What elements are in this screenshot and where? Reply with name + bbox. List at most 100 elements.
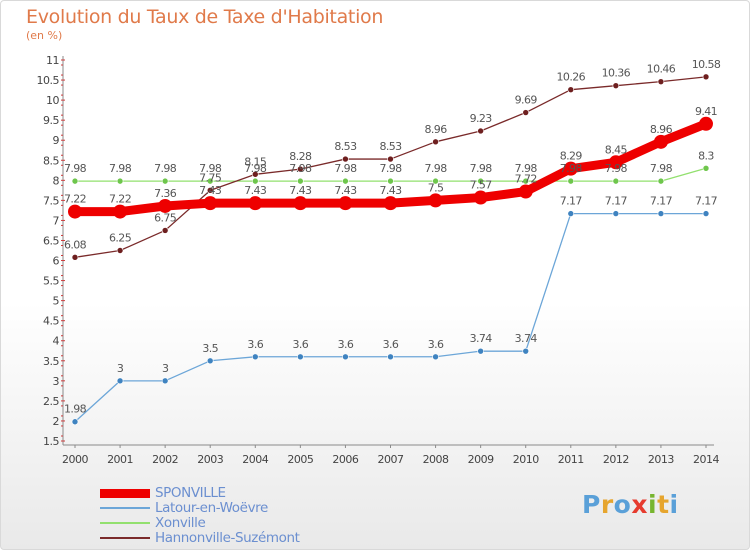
data-label-hannonville-suz-mont: 6.75 <box>154 211 177 224</box>
data-point-hannonville-suz-mont <box>657 78 665 85</box>
data-label-xonville: 7.98 <box>199 162 222 175</box>
data-point-xonville <box>612 177 620 185</box>
data-label-sponville: 7.43 <box>199 184 222 197</box>
data-label-sponville: 7.72 <box>515 173 537 186</box>
data-label-hannonville-suz-mont: 9.23 <box>470 112 493 125</box>
y-tick-label: 1.5 <box>43 435 59 448</box>
data-label-hannonville-suz-mont: 8.28 <box>289 150 312 163</box>
data-point-sponville <box>203 196 218 211</box>
data-point-latour-en-wo-vre <box>206 357 214 365</box>
data-point-hannonville-suz-mont <box>251 171 259 178</box>
data-label-latour-en-wo-vre: 3.6 <box>247 338 263 351</box>
data-label-xonville: 7.98 <box>560 162 583 175</box>
series-line-latour-en-wo-vre <box>74 212 707 423</box>
data-label-latour-en-wo-vre: 3 <box>117 362 124 375</box>
data-label-latour-en-wo-vre: 3.74 <box>470 332 493 345</box>
data-point-hannonville-suz-mont <box>71 254 79 261</box>
y-tick-label: 9.5 <box>43 114 59 127</box>
data-label-latour-en-wo-vre: 3.6 <box>428 338 444 351</box>
data-point-xonville <box>432 177 439 185</box>
data-label-hannonville-suz-mont: 10.26 <box>557 71 586 84</box>
data-point-hannonville-suz-mont <box>567 86 575 93</box>
data-point-hannonville-suz-mont <box>477 127 484 135</box>
chart-title: Evolution du Taux de Taxe d'Habitation <box>26 6 384 28</box>
data-point-sponville <box>68 204 82 219</box>
data-label-hannonville-suz-mont: 8.96 <box>425 123 448 136</box>
data-label-sponville: 7.36 <box>154 187 177 200</box>
data-point-xonville <box>657 177 665 185</box>
y-tick-label: 5 <box>53 295 60 308</box>
data-point-hannonville-suz-mont <box>206 187 214 194</box>
data-point-latour-en-wo-vre <box>297 353 304 361</box>
data-label-sponville: 7.43 <box>334 184 357 197</box>
data-point-hannonville-suz-mont <box>387 155 394 163</box>
data-label-xonville: 7.98 <box>425 162 448 175</box>
data-point-sponville <box>113 204 128 219</box>
data-point-latour-en-wo-vre <box>251 353 259 361</box>
x-tick-label: 2010 <box>513 453 539 466</box>
y-tick-label: 2 <box>53 415 60 428</box>
data-label-xonville: 8.3 <box>698 149 714 162</box>
proxiti-logo: Proxiti <box>582 490 679 519</box>
legend-label: Xonville <box>155 515 206 531</box>
data-point-hannonville-suz-mont <box>702 73 710 81</box>
y-tick-label: 10.5 <box>37 74 60 87</box>
data-point-latour-en-wo-vre <box>612 210 620 217</box>
series-layer <box>68 73 713 426</box>
data-point-latour-en-wo-vre <box>161 377 169 385</box>
data-label-hannonville-suz-mont: 8.53 <box>379 140 402 153</box>
y-tick-label: 10 <box>46 94 59 107</box>
data-point-xonville <box>522 177 530 185</box>
data-label-xonville: 7.98 <box>154 162 177 175</box>
data-label-sponville: 8.29 <box>560 150 583 163</box>
data-label-latour-en-wo-vre: 7.17 <box>605 195 628 208</box>
data-label-xonville: 7.98 <box>109 162 132 175</box>
y-tick-label: 7.5 <box>43 194 59 207</box>
data-point-xonville <box>342 177 349 185</box>
axes: 1.5 2 2.5 3 3.5 4 4.5 5 5.5 6 6.5 7 7.5 8 8.5 9 9.5 10 10.… <box>37 54 720 466</box>
data-point-xonville <box>206 177 214 185</box>
y-tick-label: 8.5 <box>43 154 59 167</box>
x-tick-label: 2009 <box>468 453 494 466</box>
x-tick-label: 2007 <box>378 453 404 466</box>
y-tick-label: 4 <box>53 335 60 348</box>
data-point-latour-en-wo-vre <box>387 353 394 361</box>
data-label-sponville: 7.43 <box>379 184 402 197</box>
data-label-hannonville-suz-mont: 6.08 <box>64 238 87 251</box>
chart-unit-label: (en %) <box>26 29 63 42</box>
data-label-hannonville-suz-mont: 8.15 <box>244 155 267 168</box>
data-point-xonville <box>567 177 575 185</box>
x-tick-label: 2005 <box>287 453 313 466</box>
data-label-sponville: 7.22 <box>64 193 86 206</box>
data-point-sponville <box>158 198 173 213</box>
data-label-xonville: 7.98 <box>289 162 312 175</box>
y-tick-label: 7 <box>53 214 60 227</box>
data-point-sponville <box>248 196 263 211</box>
data-label-latour-en-wo-vre: 3.6 <box>338 338 354 351</box>
y-tick-label: 4.5 <box>43 315 59 328</box>
legend-swatch <box>100 537 150 539</box>
legend-label: Hannonville-Suzémont <box>155 530 300 546</box>
x-tick-label: 2013 <box>648 453 674 466</box>
data-point-sponville <box>428 193 443 208</box>
data-point-xonville <box>477 177 484 185</box>
data-point-xonville <box>251 177 259 185</box>
data-label-latour-en-wo-vre: 3 <box>162 362 169 375</box>
y-tick-label: 6 <box>53 255 60 268</box>
data-label-sponville: 7.22 <box>109 193 131 206</box>
x-tick-label: 2002 <box>152 453 178 466</box>
data-label-latour-en-wo-vre: 7.17 <box>695 195 718 208</box>
data-point-latour-en-wo-vre <box>522 347 530 355</box>
data-point-sponville <box>608 155 623 170</box>
data-label-hannonville-suz-mont: 10.58 <box>692 58 721 71</box>
data-point-sponville <box>338 196 353 211</box>
data-point-sponville <box>383 196 398 211</box>
data-label-hannonville-suz-mont: 9.69 <box>515 94 538 107</box>
data-label-hannonville-suz-mont: 10.36 <box>602 67 631 80</box>
data-point-hannonville-suz-mont <box>342 155 349 163</box>
x-tick-label: 2014 <box>693 453 719 466</box>
data-label-hannonville-suz-mont: 8.53 <box>334 140 357 153</box>
x-tick-label: 2008 <box>423 453 449 466</box>
data-label-latour-en-wo-vre: 3.6 <box>383 338 399 351</box>
